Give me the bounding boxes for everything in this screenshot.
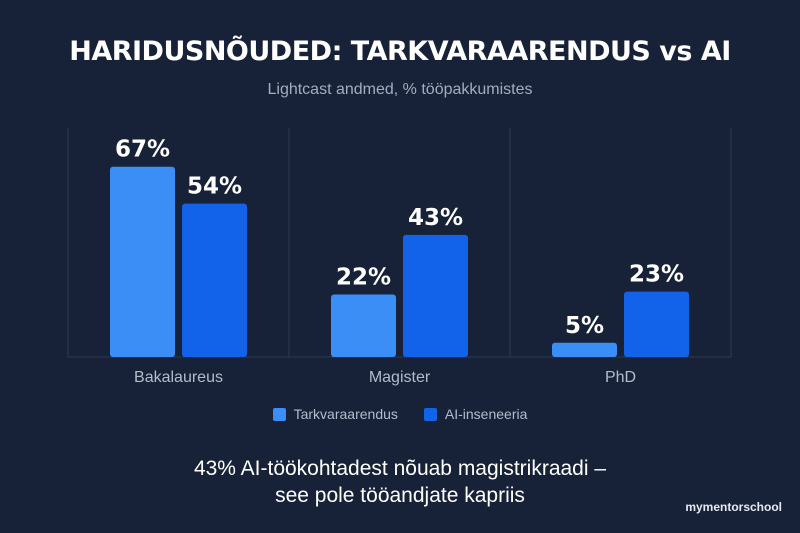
legend-item-ai-inseneeria: AI-inseneeria bbox=[423, 406, 528, 422]
bar-tarkvaraarendus-magister bbox=[331, 294, 396, 357]
data-label-tarkvaraarendus-phd: 5% bbox=[565, 313, 604, 339]
bar-tarkvaraarendus-phd bbox=[552, 342, 617, 357]
bar-chart: 67% 54% Bakalaureus 22% 43% Magister 5% 23% PhD bbox=[67, 128, 732, 386]
category-label-phd: PhD bbox=[605, 369, 636, 386]
legend-item-tarkvaraarendus: Tarkvaraarendus bbox=[272, 406, 398, 422]
legend: Tarkvaraarendus AI-inseneeria bbox=[0, 406, 800, 422]
legend-swatch-ai-inseneeria bbox=[423, 407, 437, 421]
data-label-ai-inseneeria-magister: 43% bbox=[408, 205, 463, 231]
chart-subtitle: Lightcast andmed, % tööpakkumistes bbox=[267, 81, 533, 98]
caption-line-2: see pole tööandjate kapriis bbox=[275, 484, 525, 507]
caption-line-1: 43% AI-töökohtadest nõuab magistrikraadi… bbox=[193, 457, 607, 480]
bar-tarkvaraarendus-bakalaureus bbox=[110, 166, 175, 357]
data-label-tarkvaraarendus-bakalaureus: 67% bbox=[115, 137, 170, 163]
bar-ai-inseneeria-phd bbox=[624, 291, 689, 357]
data-label-ai-inseneeria-phd: 23% bbox=[629, 262, 684, 288]
legend-label-tarkvaraarendus: Tarkvaraarendus bbox=[293, 406, 398, 422]
category-label-magister: Magister bbox=[369, 369, 431, 386]
chart-title: HARIDUSNÕUDED: TARKVARAARENDUS vs AI bbox=[69, 36, 731, 67]
data-label-tarkvaraarendus-magister: 22% bbox=[336, 265, 391, 291]
category-label-bakalaureus: Bakalaureus bbox=[134, 369, 223, 386]
caption: 43% AI-töökohtadest nõuab magistrikraadi… bbox=[0, 455, 800, 509]
bar-ai-inseneeria-bakalaureus bbox=[182, 203, 247, 357]
brand-logo: mymentorschool bbox=[685, 500, 782, 514]
bar-ai-inseneeria-magister bbox=[403, 234, 468, 357]
legend-swatch-tarkvaraarendus bbox=[272, 407, 286, 421]
legend-label-ai-inseneeria: AI-inseneeria bbox=[444, 406, 528, 422]
data-label-ai-inseneeria-bakalaureus: 54% bbox=[187, 174, 242, 200]
